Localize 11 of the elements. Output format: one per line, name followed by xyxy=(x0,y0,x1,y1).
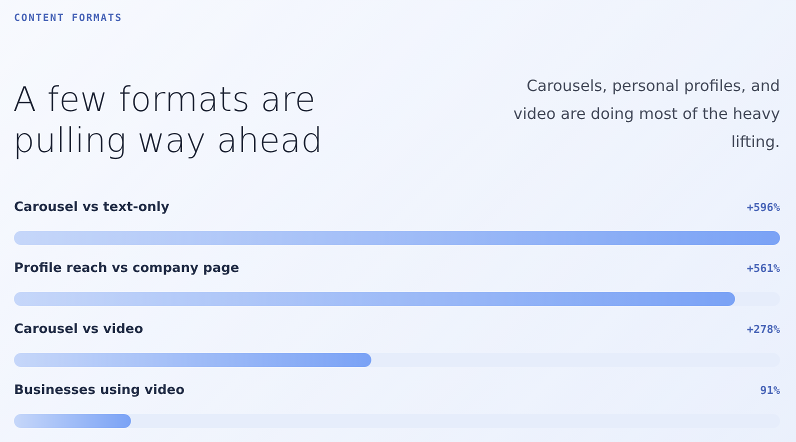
chart-title: A few formats are pulling way ahead xyxy=(13,80,324,162)
data-label: +278% xyxy=(746,323,780,336)
data-label: 91% xyxy=(760,384,780,397)
data-label: +596% xyxy=(746,201,780,214)
y-tick-label: Carousel vs video xyxy=(14,322,144,337)
y-tick-label: Carousel vs text-only xyxy=(14,200,170,215)
chart-subtitle: Carousels, personal profiles, and video are doing most of the heavy lifting. xyxy=(512,76,780,153)
text: CONTENT FORMATS xyxy=(14,13,122,24)
y-tick-label: Profile reach vs company page xyxy=(14,261,240,276)
y-tick-label: Businesses using video xyxy=(14,383,185,398)
data-label: +561% xyxy=(746,262,780,275)
